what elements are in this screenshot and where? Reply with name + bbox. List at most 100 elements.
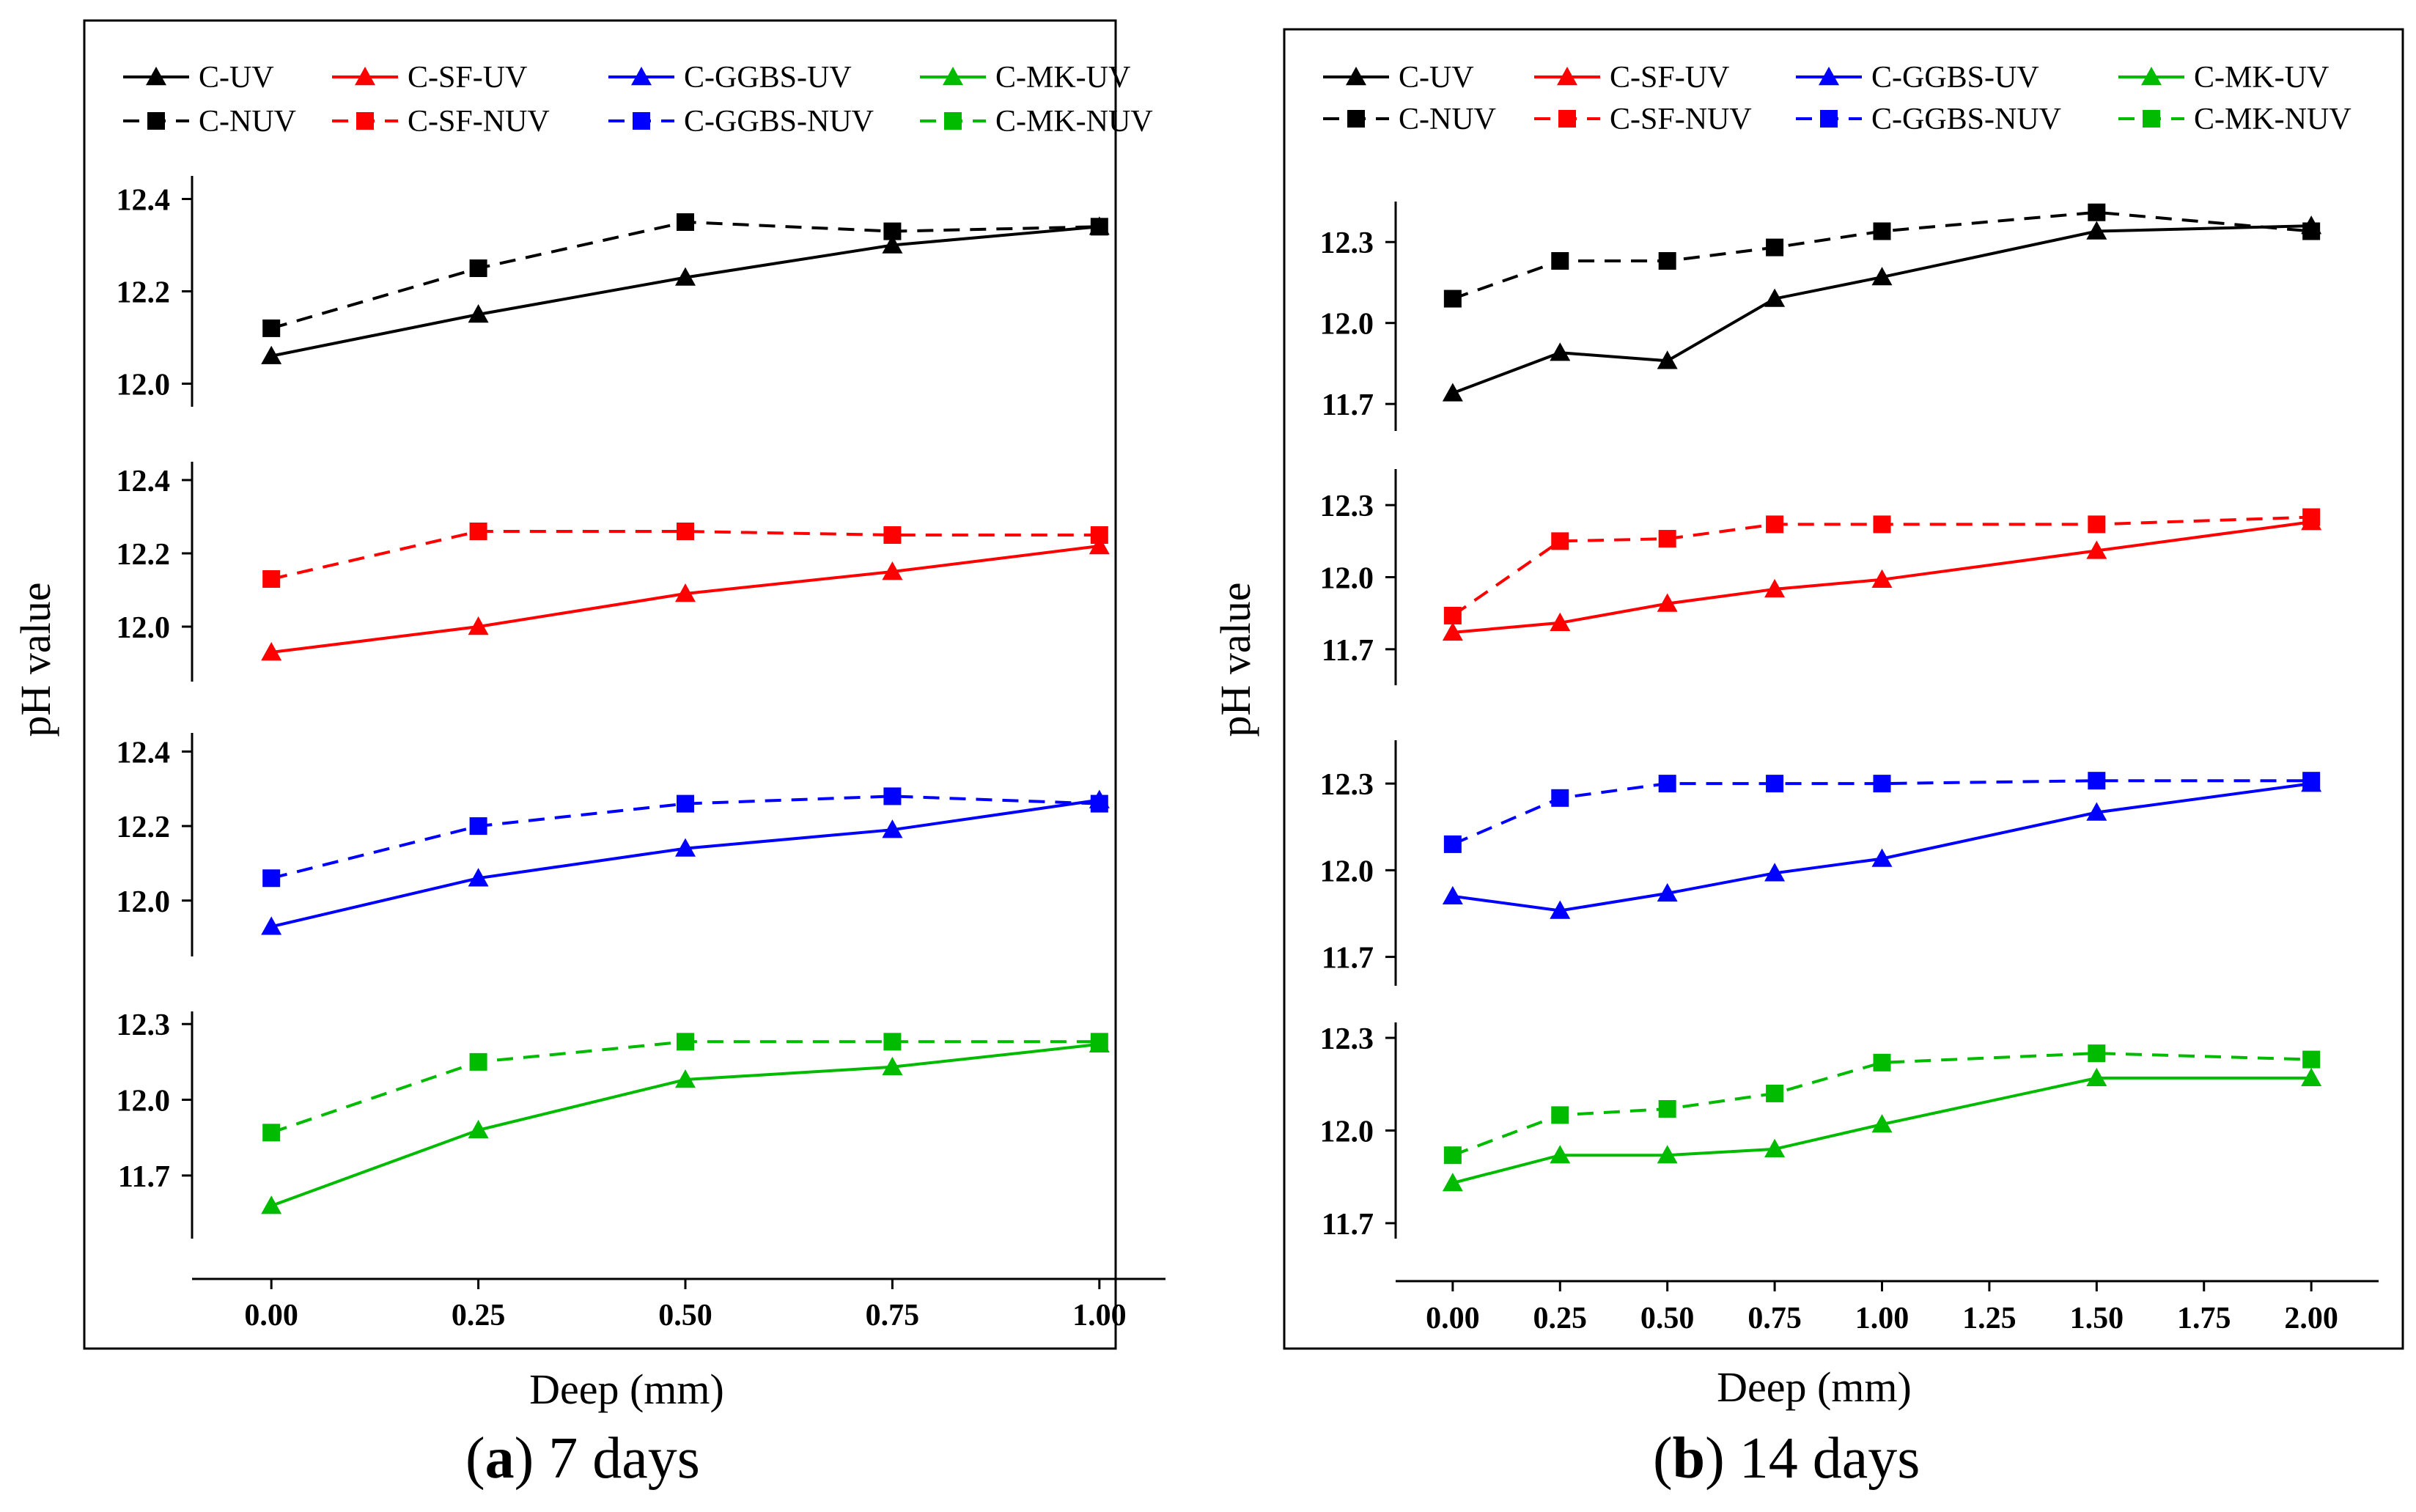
data-point-c-sf-nuv (1090, 526, 1108, 544)
y-tick-label: 12.0 (117, 611, 171, 645)
legend-marker-c-ggbs-uv (631, 67, 652, 86)
series-c-sf-nuv (1443, 508, 2321, 624)
legend-label-c-mk-uv: C-MK-UV (2194, 61, 2329, 95)
legend-label-c-sf-uv: C-SF-UV (1610, 61, 1729, 95)
series-c-mk-uv (261, 1033, 1110, 1214)
caption-letter: b (1672, 1426, 1706, 1491)
data-point-c-mk-uv (1550, 1145, 1571, 1164)
series-line-c-sf-nuv (270, 530, 1100, 580)
data-point-c-mk-uv (2301, 1067, 2322, 1087)
y-tick-label: 12.4 (117, 184, 171, 218)
series-c-nuv (1443, 203, 2321, 308)
data-point-c-mk-uv (1657, 1145, 1678, 1164)
data-point-c-mk-nuv (1551, 1106, 1569, 1124)
panel-mk: 11.7 12.0 12.3 (1320, 1022, 2322, 1242)
legend-marker-c-mk-nuv (2143, 110, 2160, 128)
y-tick-label: 11.7 (1322, 1208, 1374, 1242)
y-tick-label: 11.7 (1322, 942, 1374, 976)
series-c-ggbs-nuv (1443, 772, 2321, 853)
legend-label-c-ggbs-uv: C-GGBS-UV (684, 61, 852, 95)
data-point-c-mk-nuv (469, 1052, 487, 1071)
x-tick-label: 0.25 (1533, 1302, 1588, 1335)
y-tick-label: 12.0 (117, 369, 171, 402)
data-point-c-sf-nuv (1443, 606, 1462, 624)
legend-marker-c-uv (146, 67, 166, 86)
legend-label-c-ggbs-nuv: C-GGBS-NUV (1871, 103, 2061, 136)
data-point-c-sf-uv (261, 642, 282, 661)
data-point-c-sf-nuv (1766, 515, 1784, 534)
data-point-c-uv (1442, 383, 1463, 402)
series-c-mk-uv (1442, 1067, 2322, 1192)
data-point-c-uv (882, 235, 903, 254)
y-tick-label: 12.0 (1320, 308, 1374, 342)
x-tick-label: 1.25 (1962, 1302, 2017, 1335)
data-point-c-mk-uv (1442, 1173, 1463, 1192)
data-point-c-sf-nuv (883, 526, 902, 544)
data-point-c-sf-nuv (262, 570, 281, 588)
y-tick-label: 12.0 (117, 1085, 171, 1118)
x-tick-label: 0.75 (866, 1299, 920, 1332)
data-point-c-sf-uv (1089, 536, 1110, 555)
data-point-c-sf-uv (1550, 612, 1571, 631)
x-tick-label: 0.75 (1747, 1302, 1802, 1335)
data-point-c-nuv (2088, 203, 2106, 221)
series-line-c-ggbs-uv (270, 798, 1100, 929)
data-point-c-sf-uv (1871, 569, 1893, 588)
data-point-c-ggbs-nuv (1658, 775, 1676, 793)
panel-sf: 12.0 12.2 12.4 (117, 462, 1110, 682)
data-point-c-ggbs-nuv (469, 817, 487, 836)
caption-text: 14 days (1724, 1426, 1920, 1491)
legend: C-UV C-SF-UV C-GGBS-UV C-MK-UV C-NUV C-SF-NUV… (123, 61, 1153, 139)
data-point-c-ggbs-uv (675, 838, 696, 857)
chart-7-days: C-UV C-SF-UV C-GGBS-UV C-MK-UV C-NUV C-SF-NUV… (12, 19, 1165, 1413)
series-c-sf-uv (261, 536, 1110, 661)
data-point-c-ggbs-uv (1442, 885, 1463, 905)
data-point-c-mk-nuv (1766, 1084, 1784, 1102)
data-point-c-sf-uv (1442, 622, 1463, 641)
series-c-sf-nuv (262, 523, 1108, 588)
data-point-c-sf-nuv (1551, 532, 1569, 550)
data-point-c-nuv (262, 319, 281, 337)
legend-marker-c-nuv (1347, 110, 1365, 128)
data-point-c-ggbs-nuv (1551, 789, 1569, 807)
x-tick-label: 1.00 (1072, 1299, 1127, 1332)
data-point-c-mk-nuv (677, 1033, 694, 1051)
y-tick-label: 12.4 (117, 465, 171, 498)
legend-label-c-ggbs-uv: C-GGBS-UV (1871, 61, 2039, 95)
data-point-c-uv (2086, 221, 2107, 240)
data-point-c-ggbs-nuv (1090, 794, 1108, 813)
legend-marker-c-sf-nuv (356, 112, 374, 130)
data-point-c-uv (468, 304, 489, 323)
legend-label-c-sf-nuv: C-SF-NUV (1610, 103, 1752, 136)
data-point-c-sf-nuv (2302, 508, 2321, 526)
caption-a: (a) 7 days (465, 1426, 700, 1491)
data-point-c-sf-nuv (469, 523, 487, 540)
data-point-c-sf-uv (882, 561, 903, 580)
x-tick-label: 2.00 (2284, 1302, 2338, 1335)
data-point-c-ggbs-uv (1657, 882, 1678, 902)
legend-marker-c-mk-uv (943, 67, 963, 86)
chart-frame (83, 19, 1117, 1350)
data-point-c-sf-uv (468, 616, 489, 635)
data-point-c-ggbs-nuv (1766, 775, 1784, 793)
data-point-c-nuv (1443, 290, 1462, 308)
data-point-c-uv (675, 267, 696, 286)
data-point-c-mk-nuv (1873, 1053, 1891, 1072)
data-point-c-sf-uv (2086, 540, 2107, 559)
data-point-c-ggbs-nuv (262, 869, 281, 888)
data-point-c-ggbs-nuv (2088, 772, 2106, 790)
legend-label-c-nuv: C-NUV (199, 105, 296, 139)
data-point-c-uv (1871, 267, 1893, 286)
y-tick-label: 12.4 (117, 736, 171, 770)
chart-14-days: C-UV C-SF-UV C-GGBS-UV C-MK-UV C-NUV C-SF-NUV… (1212, 28, 2404, 1411)
data-point-c-nuv (677, 213, 694, 231)
legend-marker-c-mk-uv (2141, 67, 2162, 86)
data-point-c-uv (1764, 288, 1786, 307)
caption-b: (b) 14 days (1653, 1426, 1920, 1491)
data-point-c-sf-nuv (2088, 515, 2106, 534)
legend-marker-c-mk-nuv (944, 112, 962, 130)
legend-marker-c-ggbs-uv (1819, 67, 1839, 86)
data-point-c-uv (1657, 350, 1678, 369)
x-tick-label: 1.75 (2177, 1302, 2231, 1335)
series-c-nuv (262, 213, 1108, 337)
